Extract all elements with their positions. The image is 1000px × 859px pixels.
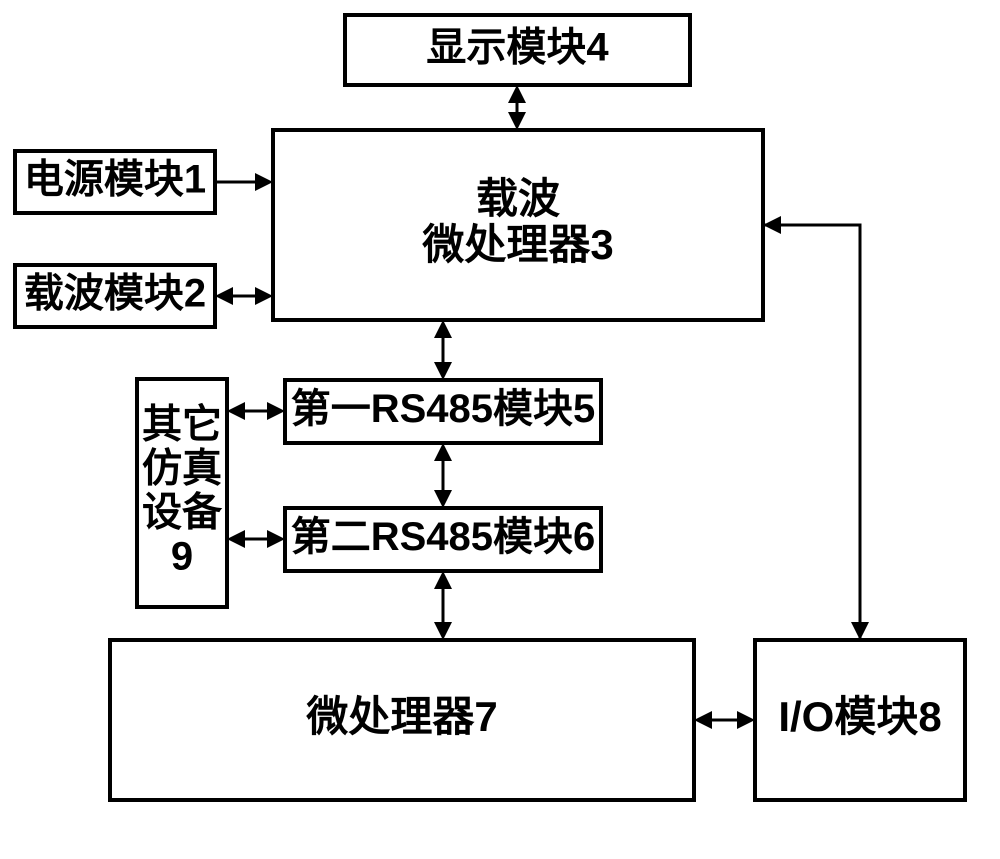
node-micro7-label: 微处理器7: [305, 693, 497, 740]
node-display-label: 显示模块4: [426, 26, 609, 70]
node-io8-label: I/O模块8: [778, 693, 941, 740]
node-power: 电源模块1: [15, 151, 215, 213]
arrow-head: [434, 571, 452, 589]
node-power-label: 电源模块1: [24, 158, 206, 202]
arrow-head: [434, 443, 452, 461]
arrow-head: [227, 530, 245, 548]
arrow-head: [434, 622, 452, 640]
node-other_sim-label: 9: [171, 535, 193, 579]
node-rs485_2: 第二RS485模块6: [285, 508, 601, 571]
arrow-head: [737, 711, 755, 729]
node-other_sim-label: 仿真: [142, 447, 222, 491]
node-carrier_cpu-label: 载波: [476, 175, 560, 222]
diagram-canvas: 显示模块4 电源模块1 载波微处理器3 载波模块2 第一RS485模块5 第二RS485模…: [0, 0, 1000, 859]
node-carrier_cpu-label: 微处理器3: [421, 221, 613, 268]
node-carrier_mod-label: 载波模块2: [24, 272, 206, 316]
arrow-head: [434, 490, 452, 508]
arrow-head: [255, 173, 273, 191]
node-carrier_cpu: 载波微处理器3: [273, 130, 763, 320]
arrow-head: [508, 85, 526, 103]
arrow-head: [255, 287, 273, 305]
node-display: 显示模块4: [345, 15, 690, 85]
node-other_sim-label: 设备: [142, 491, 223, 535]
node-other_sim: 其它仿真设备9: [137, 379, 227, 607]
node-rs485_1: 第一RS485模块5: [285, 380, 601, 443]
arrow-head: [434, 320, 452, 338]
arrow-head: [267, 530, 285, 548]
node-rs485_2-label: 第二RS485模块6: [291, 515, 596, 559]
arrow-head: [227, 402, 245, 420]
node-io8: I/O模块8: [755, 640, 965, 800]
node-other_sim-label: 其它: [142, 403, 222, 447]
node-rs485_1-label: 第一RS485模块5: [291, 387, 596, 431]
node-micro7: 微处理器7: [110, 640, 694, 800]
arrow-head: [851, 622, 869, 640]
arrow-head: [267, 402, 285, 420]
node-carrier_mod: 载波模块2: [15, 265, 215, 327]
arrow-head: [434, 362, 452, 380]
edge-poly: [763, 225, 860, 640]
arrow-head: [763, 216, 781, 234]
arrow-head: [215, 287, 233, 305]
arrow-head: [508, 112, 526, 130]
arrow-head: [694, 711, 712, 729]
